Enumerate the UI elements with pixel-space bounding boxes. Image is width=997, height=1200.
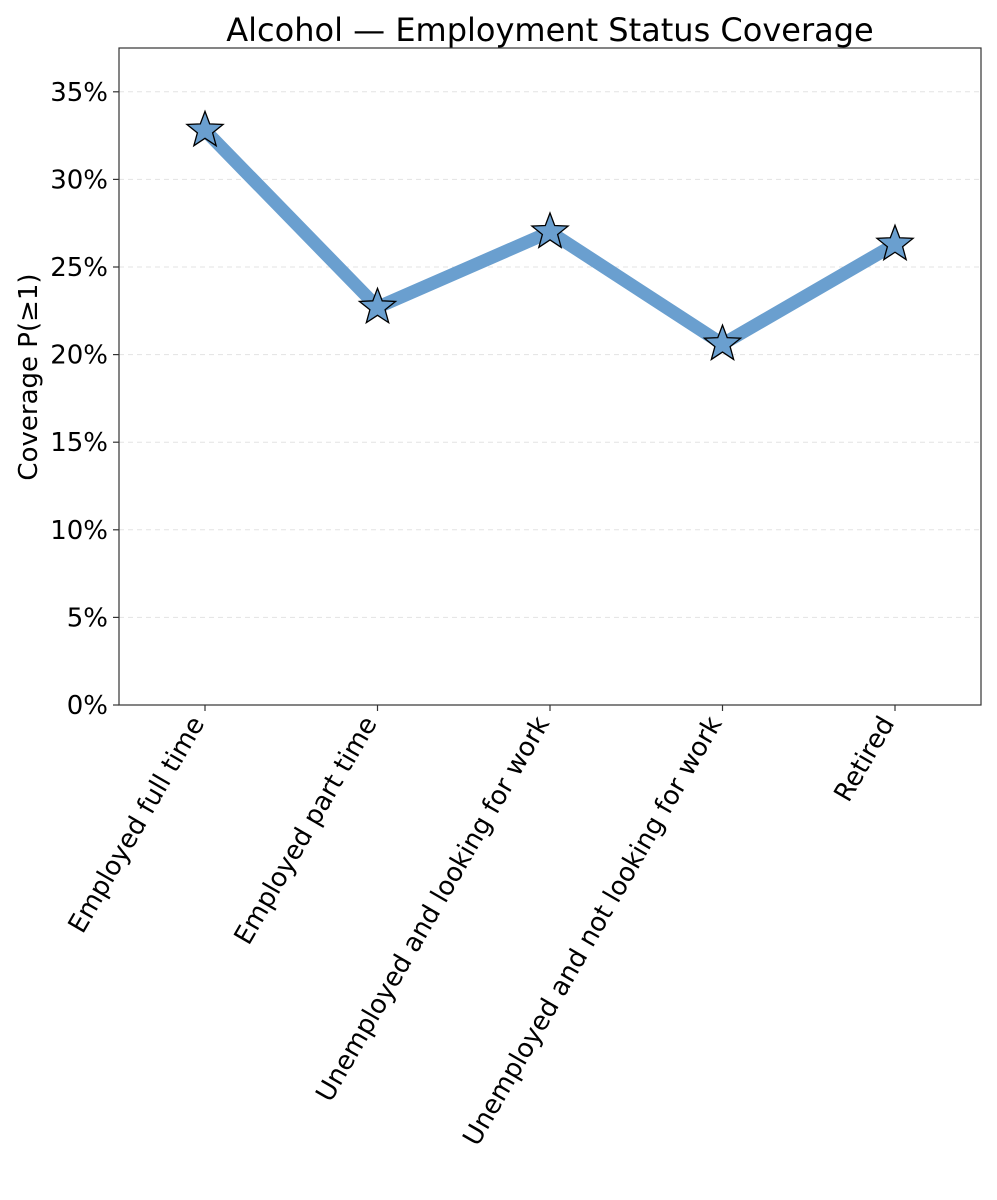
y-tick-label: 30% xyxy=(50,165,108,195)
data-point-star xyxy=(702,323,743,361)
x-tick-label: Employed part time xyxy=(229,712,384,950)
plot-area-frame xyxy=(118,47,982,706)
y-axis-label: Coverage P(≥1) xyxy=(14,273,44,480)
x-tick-label: Retired xyxy=(829,712,901,807)
y-tick-label: 20% xyxy=(50,341,108,371)
y-tick-label: 5% xyxy=(67,603,108,633)
y-tick-label: 15% xyxy=(50,428,108,458)
x-tick-label: Employed full time xyxy=(63,712,211,939)
data-point-star xyxy=(185,109,225,148)
data-point-star xyxy=(875,223,915,262)
y-tick-label: 35% xyxy=(50,78,108,108)
y-tick-label: 0% xyxy=(67,691,108,721)
x-axis: Employed full time Employed part timeUnem… xyxy=(63,705,901,1151)
series-coverage xyxy=(185,109,915,361)
chart-title: Alcohol — Employment Status Coverage xyxy=(226,11,873,49)
y-tick-label: 25% xyxy=(50,253,108,283)
y-axis: 0% 5% 10% 15% 20% 25% 30% 35% xyxy=(50,78,119,721)
data-point-star xyxy=(530,211,570,249)
data-point-star xyxy=(357,286,398,325)
y-tick-label: 10% xyxy=(50,516,108,546)
